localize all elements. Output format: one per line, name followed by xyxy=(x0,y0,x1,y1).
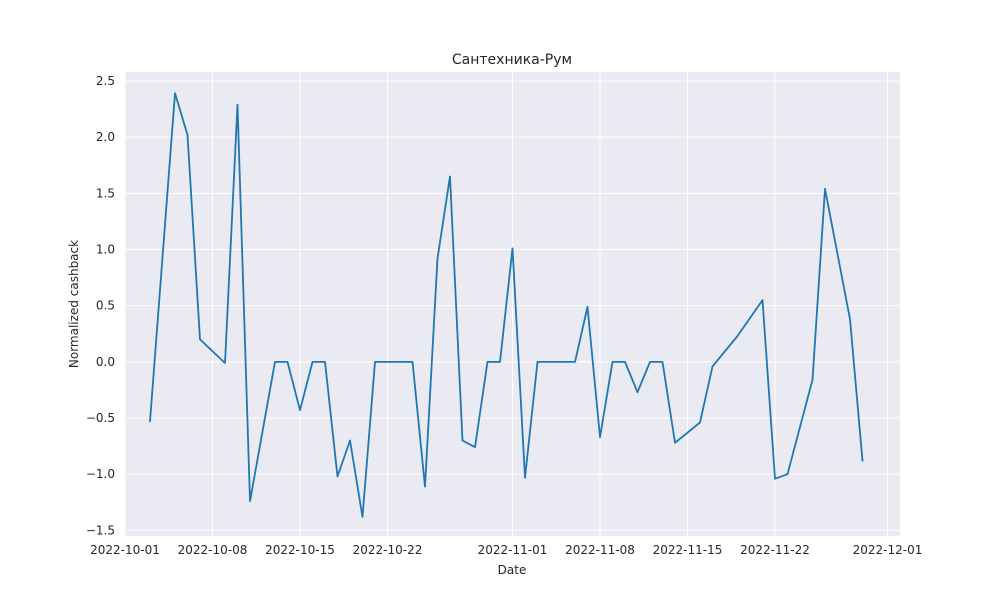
y-tick-label: 2.5 xyxy=(96,74,115,88)
x-tick-label: 2022-11-15 xyxy=(653,543,723,557)
y-axis-label: Normalized cashback xyxy=(67,240,81,368)
x-tick-label: 2022-10-15 xyxy=(265,543,335,557)
y-tick-label: −1.0 xyxy=(86,467,115,481)
x-tick-label: 2022-10-08 xyxy=(178,543,248,557)
x-tick-label: 2022-12-01 xyxy=(853,543,923,557)
x-tick-label: 2022-11-22 xyxy=(740,543,810,557)
y-tick-label: −0.5 xyxy=(86,411,115,425)
y-tick-label: 1.5 xyxy=(96,186,115,200)
y-tick-label: 0.0 xyxy=(96,355,115,369)
x-tick-label: 2022-11-08 xyxy=(565,543,635,557)
x-axis-label: Date xyxy=(498,563,527,577)
chart-title: Сантехника-Рум xyxy=(452,52,572,68)
x-tick-label: 2022-10-22 xyxy=(353,543,423,557)
y-tick-label: 2.0 xyxy=(96,130,115,144)
x-axis-ticks: 2022-10-01 2022-10-08 2022-10-15 2022-10-22… xyxy=(90,543,922,557)
x-tick-label: 2022-10-01 xyxy=(90,543,160,557)
series-layer xyxy=(149,92,864,518)
y-tick-label: 1.0 xyxy=(96,243,115,257)
y-tick-label: −1.5 xyxy=(86,523,115,537)
series-line xyxy=(149,92,864,518)
x-tick-label: 2022-11-01 xyxy=(478,543,548,557)
y-axis-ticks: −1.5 −1.0 −0.5 0.0 0.5 1.0 1.5 2.0 2.5 xyxy=(86,74,115,537)
y-tick-label: 0.5 xyxy=(96,299,115,313)
